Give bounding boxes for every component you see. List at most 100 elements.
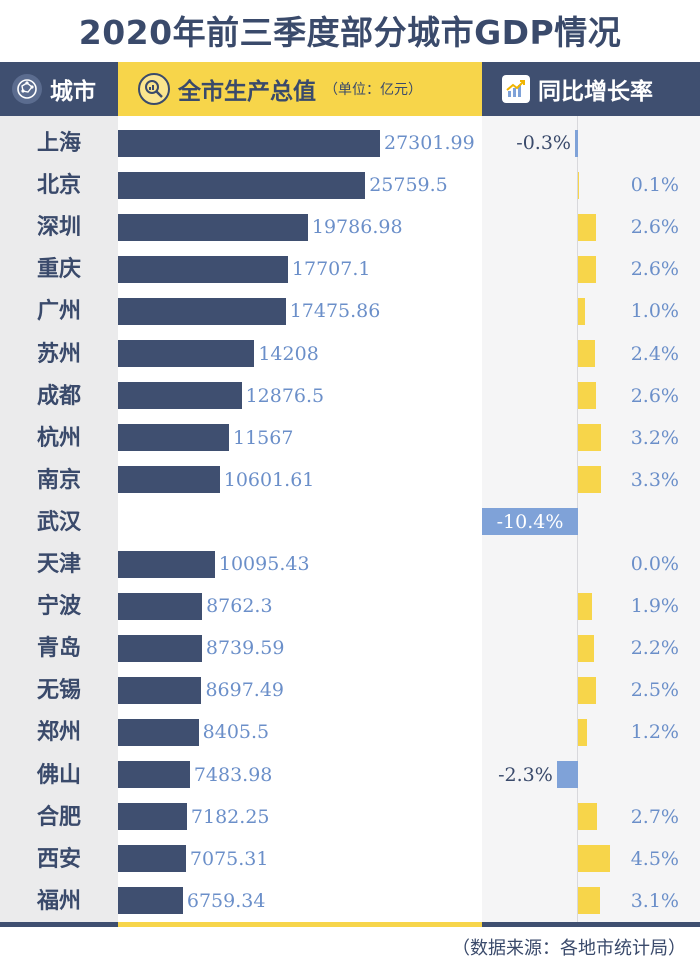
city-label: 西安	[36, 845, 81, 872]
growth-value-label: 2.7%	[630, 805, 679, 828]
growth-bar	[578, 845, 610, 873]
growth-bar	[578, 803, 598, 831]
header-gdp-label: 全市生产总值	[178, 79, 316, 105]
growth-bar	[578, 382, 597, 410]
gdp-value-label: 8739.59	[205, 637, 285, 660]
growth-value-label: 2.6%	[630, 258, 679, 281]
city-label: 广州	[36, 298, 81, 325]
gdp-value-label: 8405.5	[202, 721, 270, 744]
gdp-bar	[118, 887, 183, 915]
gdp-value-label: 14208	[258, 342, 319, 365]
city-label: 天津	[36, 551, 81, 577]
header-growth: 同比增长率	[482, 62, 700, 116]
growth-value-label: 2.5%	[630, 679, 679, 702]
growth-value-label: 1.2%	[630, 721, 679, 744]
gdp-value-label: 12876.5	[245, 384, 325, 407]
city-label: 无锡	[36, 677, 81, 704]
city-label: 成都	[36, 382, 81, 409]
bottom-rule-accent	[118, 922, 482, 927]
growth-value-label: 1.0%	[630, 300, 679, 323]
gdp-value-label: 7182.25	[190, 805, 270, 828]
growth-value-label: 3.3%	[630, 468, 679, 491]
growth-bar	[578, 424, 601, 452]
growth-bar	[575, 129, 578, 157]
growth-bar	[578, 887, 601, 915]
gdp-value-label: 8697.49	[205, 679, 285, 702]
growth-value-label: 1.9%	[630, 595, 679, 618]
gdp-bar	[118, 466, 220, 494]
gdp-bar	[118, 803, 187, 831]
header-gdp-unit: （单位：亿元）	[324, 82, 422, 98]
city-label: 上海	[36, 130, 81, 156]
city-label: 福州	[36, 887, 81, 914]
gdp-value-label: 7075.31	[189, 847, 269, 870]
growth-value-label: 2.2%	[630, 637, 679, 660]
gdp-value-label: 25759.5	[369, 174, 448, 197]
chart-title: 2020年前三季度部分城市GDP情况	[78, 13, 622, 52]
growth-value-label: 0.0%	[630, 553, 679, 575]
city-label: 深圳	[36, 214, 81, 241]
gdp-value-label: 8762.3	[206, 595, 273, 618]
header-growth-label: 同比增长率	[538, 79, 653, 105]
growth-bar	[578, 213, 597, 241]
city-label: 杭州	[36, 424, 81, 451]
growth-value-label: 3.1%	[630, 889, 679, 912]
header-gdp: 全市生产总值 （单位：亿元）	[118, 62, 482, 116]
header-city: 城市	[0, 62, 118, 116]
growth-bar	[556, 761, 578, 789]
gdp-bar	[118, 676, 202, 704]
city-label: 武汉	[36, 508, 81, 535]
city-label: 合肥	[36, 803, 81, 830]
source-note: （数据来源：各地市统计局）	[452, 938, 686, 959]
growth-bar	[578, 297, 586, 325]
header-city-label: 城市	[50, 79, 96, 105]
city-label: 青岛	[36, 635, 81, 662]
gdp-bar	[118, 550, 215, 578]
gdp-bar	[118, 255, 288, 283]
gdp-value-label: 19786.98	[311, 216, 403, 239]
gdp-bar	[118, 845, 186, 873]
growth-bar	[578, 466, 602, 494]
gdp-value-label: 10095.43	[218, 553, 310, 575]
growth-value-label: 3.2%	[630, 426, 679, 449]
gdp-value-label: 10601.61	[223, 468, 315, 491]
gdp-value-label: 7483.98	[193, 763, 273, 786]
city-label: 苏州	[36, 340, 81, 367]
growth-value-label: 4.5%	[630, 847, 679, 870]
magnifier-chart-icon	[138, 73, 170, 105]
gdp-bar	[118, 297, 286, 325]
gdp-bar	[118, 171, 366, 199]
gdp-bar	[118, 129, 380, 157]
gdp-value-label: 11567	[233, 426, 294, 449]
gdp-bar	[118, 718, 199, 746]
growth-value-label: -10.4%	[496, 510, 564, 533]
city-label: 重庆	[36, 256, 81, 283]
city-label: 佛山	[36, 761, 81, 788]
gdp-bar	[118, 424, 229, 452]
growth-bar	[578, 171, 579, 199]
growth-value-label: 2.6%	[630, 216, 679, 239]
city-label: 南京	[36, 466, 81, 493]
gdp-bar	[118, 382, 242, 410]
city-label: 北京	[36, 172, 81, 199]
city-label: 宁波	[36, 593, 81, 620]
growth-bar	[578, 676, 596, 704]
growth-value-label: -0.3%	[516, 132, 571, 154]
growth-value-label: 2.6%	[630, 384, 679, 407]
gdp-value-label: 6759.34	[186, 889, 266, 912]
growth-bar	[578, 592, 592, 620]
growth-bar	[578, 255, 597, 283]
globe-icon	[12, 74, 42, 104]
gdp-bar	[118, 340, 255, 368]
gdp-value-label: 17475.86	[289, 300, 381, 323]
gdp-value-label: 17707.1	[291, 258, 371, 281]
gdp-bar	[118, 634, 202, 662]
city-column	[0, 116, 118, 922]
gdp-bar	[118, 592, 203, 620]
growth-bar	[578, 340, 596, 368]
growth-value-label: 0.1%	[630, 174, 679, 197]
growth-bar	[578, 718, 587, 746]
growth-value-label: -2.3%	[498, 763, 553, 786]
gdp-value-label: 27301.99	[384, 132, 475, 154]
growth-bar	[578, 634, 594, 662]
